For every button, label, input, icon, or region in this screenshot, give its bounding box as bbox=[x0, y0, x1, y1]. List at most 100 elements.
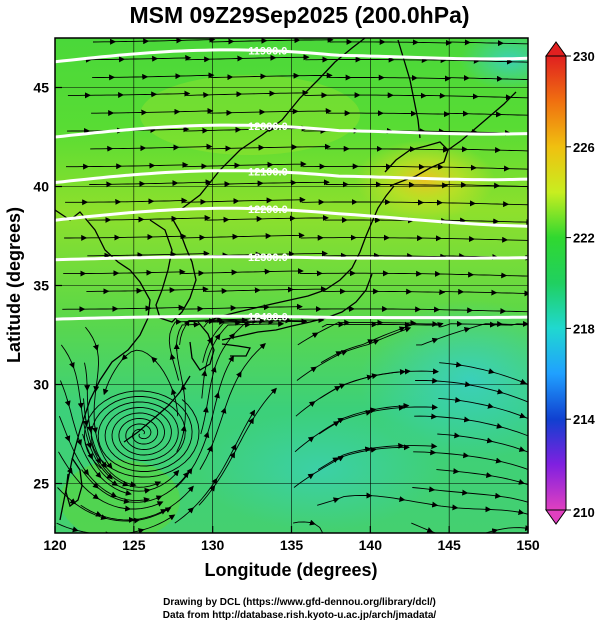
streamline-arrow bbox=[333, 421, 340, 427]
streamline-arrow bbox=[154, 481, 162, 487]
x-tick-label: 140 bbox=[359, 537, 383, 553]
streamline-arrow bbox=[187, 507, 195, 514]
streamline-arrow bbox=[151, 356, 158, 363]
y-axis-ticks: 25 30 35 40 45 bbox=[33, 80, 62, 492]
streamline-arrow bbox=[211, 477, 218, 485]
streamline-arrow bbox=[308, 401, 316, 408]
streamline-arrow bbox=[229, 451, 236, 459]
streamline-arrow bbox=[270, 387, 277, 395]
streamline-arrow bbox=[340, 350, 348, 356]
streamline-arrow bbox=[494, 492, 502, 499]
streamline-arrow bbox=[121, 354, 128, 361]
contour-label: 12200.0 bbox=[248, 204, 288, 216]
streamline-arrow bbox=[228, 333, 235, 340]
streamline-arrow bbox=[372, 339, 380, 345]
y-tick-label: 40 bbox=[33, 179, 49, 195]
streamline-arrow bbox=[367, 339, 374, 345]
height-contour bbox=[55, 123, 528, 139]
x-tick-label: 130 bbox=[201, 537, 225, 553]
streamline-arrow bbox=[106, 462, 113, 469]
streamline-arrow bbox=[210, 366, 217, 374]
streamline-arrow bbox=[202, 406, 209, 415]
height-contours: 11900.0 12000.0 12100.0 12200.0 12300.0 12400… bbox=[55, 46, 528, 323]
contour-label: 11900.0 bbox=[248, 46, 287, 58]
credit-drawing: Drawing by DCL (https://www.gfd-dennou.o… bbox=[163, 597, 436, 608]
streamline bbox=[444, 148, 528, 152]
coastline-russia-coast bbox=[179, 38, 366, 211]
streamline-arrow bbox=[100, 461, 107, 469]
streamline-arrow bbox=[452, 468, 460, 475]
streamline-arrow bbox=[155, 495, 163, 501]
streamline-arrow bbox=[485, 472, 493, 479]
streamline-arrow bbox=[398, 326, 406, 333]
colorbar: 210 214 218 222 226 230 bbox=[545, 41, 595, 525]
streamline-arrow bbox=[125, 489, 132, 496]
streamline-arrow bbox=[310, 366, 318, 373]
streamline-arrow bbox=[451, 504, 459, 511]
x-tick-label: 125 bbox=[122, 537, 146, 553]
streamline-arrow bbox=[137, 528, 145, 533]
colorbar-bottom-arrow bbox=[545, 509, 567, 525]
streamline-arrow bbox=[337, 417, 345, 424]
streamline-arrow bbox=[496, 423, 503, 429]
streamline-arrow bbox=[337, 455, 345, 462]
coastline-taiwan bbox=[65, 457, 83, 508]
streamline-arrow bbox=[455, 361, 463, 368]
credit-data: Data from http://database.rish.kyoto-u.a… bbox=[162, 610, 437, 621]
streamline-arrow bbox=[92, 482, 99, 489]
streamline-arrow bbox=[518, 479, 525, 485]
streamline-arrow bbox=[486, 437, 494, 444]
streamline-arrow bbox=[95, 457, 102, 465]
streamline-arrow bbox=[235, 371, 242, 378]
streamline-arrow bbox=[517, 509, 525, 516]
streamline-arrow bbox=[249, 409, 256, 417]
streamline-arrow bbox=[92, 343, 99, 352]
streamline-arrow bbox=[366, 374, 374, 381]
streamline-arrow bbox=[72, 526, 79, 533]
streamline-arrow bbox=[454, 396, 462, 403]
contour-label: 12300.0 bbox=[248, 252, 288, 264]
streamline-arrow bbox=[487, 402, 494, 409]
streamline-arrow bbox=[203, 431, 210, 439]
streamline-arrow bbox=[64, 434, 71, 442]
streamline-arrow bbox=[311, 332, 319, 339]
streamline-arrow bbox=[463, 416, 471, 423]
streamline-arrow bbox=[172, 469, 180, 477]
streamline-arrow bbox=[92, 425, 98, 434]
streamline-arrow bbox=[171, 388, 177, 397]
streamline-arrow bbox=[77, 401, 84, 410]
streamline-arrow bbox=[248, 417, 254, 425]
streamline-arrow bbox=[76, 438, 82, 446]
x-tick-label: 145 bbox=[437, 537, 461, 553]
colorbar-scale bbox=[545, 55, 567, 511]
streamline-arrow bbox=[69, 361, 75, 369]
streamline-arrow bbox=[143, 497, 150, 503]
x-tick-label: 120 bbox=[43, 537, 67, 553]
streamline-arrow bbox=[168, 514, 176, 521]
cyclone-spiral bbox=[83, 390, 200, 478]
colorbar-tick-label: 222 bbox=[573, 231, 595, 246]
streamline-arrow bbox=[214, 333, 221, 341]
streamline-arrow bbox=[164, 507, 172, 513]
colorbar-top-arrow bbox=[545, 41, 567, 57]
streamline-arrow bbox=[123, 498, 130, 504]
height-contour bbox=[55, 206, 528, 228]
contour-label: 12000.0 bbox=[248, 121, 288, 133]
streamline-arrow bbox=[100, 514, 108, 521]
streamline-arrow bbox=[228, 355, 234, 363]
y-tick-label: 35 bbox=[33, 278, 49, 294]
streamline-arrow bbox=[206, 445, 213, 453]
streamline-arrow bbox=[527, 433, 528, 440]
streamline-arrow bbox=[106, 473, 113, 480]
streamline-arrow bbox=[110, 491, 118, 498]
streamline-arrow bbox=[518, 446, 526, 452]
streamline-arrow bbox=[463, 326, 471, 333]
streamline-arrow bbox=[133, 517, 141, 524]
credits: Drawing by DCL (https://www.gfd-dennou.o… bbox=[0, 596, 599, 622]
contour-label: 12100.0 bbox=[248, 166, 288, 178]
streamline-arrow bbox=[66, 467, 73, 475]
x-tick-label: 150 bbox=[516, 537, 540, 553]
streamline-arrow bbox=[129, 481, 137, 488]
streamline bbox=[446, 77, 528, 81]
streamline-arrow bbox=[519, 378, 527, 385]
